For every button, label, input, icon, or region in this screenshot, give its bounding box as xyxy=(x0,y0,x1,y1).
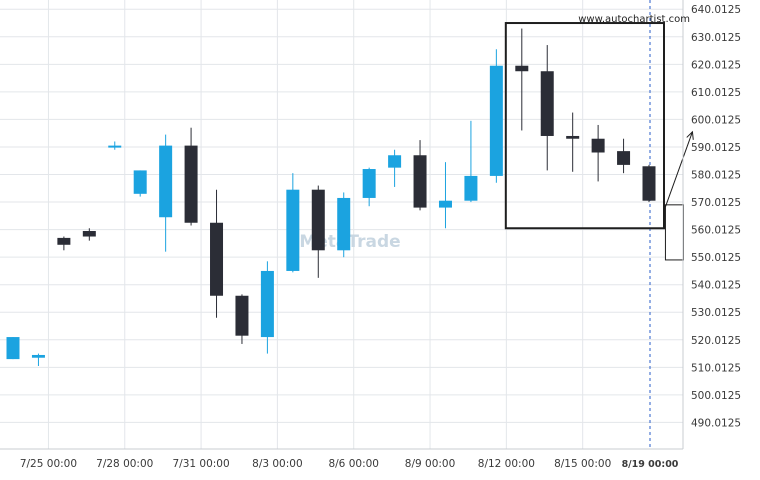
candle-body xyxy=(337,197,351,251)
candle-body xyxy=(260,270,274,338)
y-tick-label: 530.0125 xyxy=(691,307,741,319)
y-tick-label: 580.0125 xyxy=(691,170,741,182)
y-tick-label: 630.0125 xyxy=(691,32,741,44)
y-tick-label: 510.0125 xyxy=(691,362,741,374)
candle xyxy=(286,173,300,273)
candle-body xyxy=(210,222,224,296)
candle xyxy=(617,138,631,174)
candle xyxy=(260,261,274,354)
y-tick-label: 520.0125 xyxy=(691,335,741,347)
axes: 490.0125 500.0125 510.0125 520.0125 530.0125… xyxy=(0,0,741,470)
candle xyxy=(642,164,656,203)
x-tick-label: 8/9 00:00 xyxy=(405,458,456,470)
y-tick-label: 610.0125 xyxy=(691,87,741,99)
pattern-box xyxy=(504,22,665,230)
candle-body xyxy=(57,237,71,245)
candle-body xyxy=(133,170,147,194)
candle xyxy=(388,149,402,187)
candle-body xyxy=(235,295,249,336)
forecast-box xyxy=(664,204,684,261)
candle-body xyxy=(464,175,478,201)
candle-body xyxy=(515,65,529,72)
y-tick-label: 590.0125 xyxy=(691,142,741,154)
candle xyxy=(235,294,249,344)
candle-body xyxy=(388,155,402,168)
candle xyxy=(133,170,147,197)
candle-body xyxy=(184,145,198,223)
candle-body xyxy=(617,151,631,165)
pattern-overlays xyxy=(504,0,694,449)
candle xyxy=(540,45,554,171)
candle xyxy=(464,120,478,203)
candle xyxy=(210,189,224,318)
candle-body xyxy=(642,166,656,201)
x-tick-label: 7/25 00:00 xyxy=(20,458,77,470)
candle-body xyxy=(159,145,173,218)
y-tick-label: 490.0125 xyxy=(691,417,741,429)
candle-body xyxy=(311,189,325,251)
candle xyxy=(184,127,198,226)
candle-body xyxy=(31,354,45,358)
candle-body xyxy=(362,169,376,198)
candle xyxy=(438,162,452,229)
candle xyxy=(159,134,173,252)
candle xyxy=(6,337,20,360)
candle xyxy=(108,141,122,150)
candles xyxy=(6,28,656,366)
candle-body xyxy=(286,189,300,271)
candle xyxy=(311,185,325,278)
y-tick-label: 550.0125 xyxy=(691,252,741,264)
candle xyxy=(413,140,427,211)
candle xyxy=(82,228,96,241)
candle-body xyxy=(6,337,20,360)
x-tick-label: 7/31 00:00 xyxy=(172,458,229,470)
candle-body xyxy=(108,145,122,148)
y-tick-label: 570.0125 xyxy=(691,197,741,209)
y-tick-label: 560.0125 xyxy=(691,225,741,237)
candle-body xyxy=(540,71,554,136)
candle xyxy=(362,167,376,207)
y-tick-label: 640.0125 xyxy=(691,4,741,16)
candle xyxy=(566,112,580,172)
breakout-arrow-head xyxy=(686,130,694,140)
x-tick-label: 8/3 00:00 xyxy=(252,458,303,470)
x-tick-label: 8/15 00:00 xyxy=(554,458,611,470)
x-tick-label: 7/28 00:00 xyxy=(96,458,153,470)
y-tick-label: 500.0125 xyxy=(691,390,741,402)
candle xyxy=(337,192,351,258)
candle-body xyxy=(413,155,427,208)
watermark-url: www.autochartist.com xyxy=(578,14,690,25)
y-tick-label: 600.0125 xyxy=(691,114,741,126)
candle xyxy=(515,28,529,131)
candle xyxy=(489,49,503,183)
y-tick-label: 620.0125 xyxy=(691,59,741,71)
candle xyxy=(57,236,71,251)
candle xyxy=(591,124,605,182)
candle-body xyxy=(591,138,605,153)
candle-body xyxy=(489,65,503,176)
candle xyxy=(31,353,45,366)
breakout-arrow xyxy=(664,131,693,208)
candle-body xyxy=(566,135,580,139)
y-tick-label: 540.0125 xyxy=(691,280,741,292)
candle-body xyxy=(438,200,452,208)
x-tick-label: 8/19 00:00 xyxy=(622,459,679,470)
x-tick-label: 8/12 00:00 xyxy=(478,458,535,470)
candle-body xyxy=(82,231,96,237)
x-tick-label: 8/6 00:00 xyxy=(328,458,379,470)
